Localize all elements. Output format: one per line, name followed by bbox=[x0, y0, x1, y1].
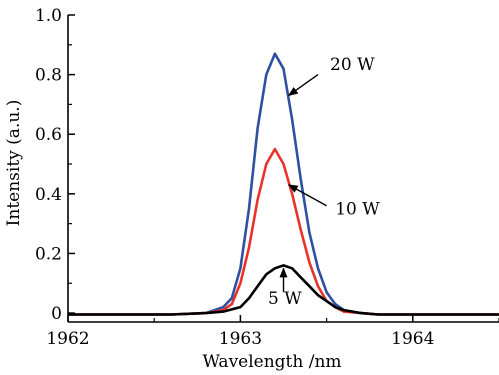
x-tick-label: 1963 bbox=[219, 329, 262, 349]
annotation-label: 10 W bbox=[335, 200, 380, 220]
annotation-20w: 20 W bbox=[287, 55, 375, 97]
y-tick-label: 0.8 bbox=[35, 66, 62, 86]
annotation-arrow bbox=[287, 184, 327, 207]
axes-layer: 0 0.2 0.4 0.6 0.8 1.0 1962 1963 1964 bbox=[35, 6, 499, 349]
y-tick-label: 0.6 bbox=[35, 125, 62, 145]
annotation-5w: 5 W bbox=[268, 267, 302, 309]
y-axis-label: Intensity (a.u.) bbox=[4, 100, 24, 227]
x-tick-label: 1962 bbox=[46, 329, 89, 349]
annotation-label: 20 W bbox=[330, 55, 375, 75]
y-tick-label: 1.0 bbox=[35, 6, 62, 26]
annotation-label: 5 W bbox=[268, 289, 302, 309]
series-line-5w bbox=[68, 264, 499, 316]
x-axis-label: Wavelength /nm bbox=[202, 352, 341, 372]
x-tick-label: 1964 bbox=[391, 329, 434, 349]
annotation-layer: 20 W 10 W 5 W bbox=[268, 55, 380, 309]
y-tick-label: 0.2 bbox=[35, 244, 62, 264]
series-layer bbox=[68, 52, 499, 316]
y-tick-label: 0 bbox=[51, 304, 62, 324]
annotation-arrow bbox=[287, 74, 319, 97]
annotation-10w: 10 W bbox=[287, 184, 380, 220]
y-tick-label: 0.4 bbox=[35, 185, 62, 205]
